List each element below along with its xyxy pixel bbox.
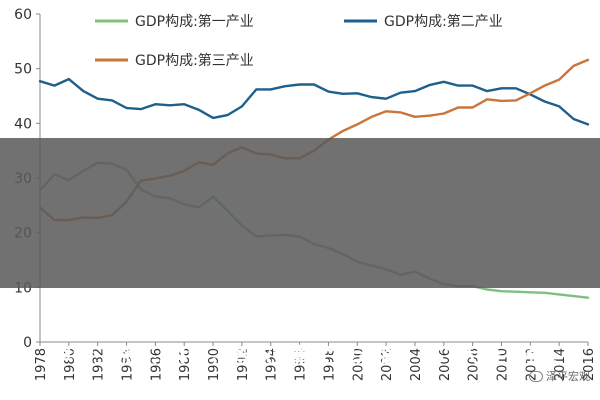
headline-overlay[interactable]: 杨方配资线上站 ETF最前线 | 平安人工智能ETF(5 )早盘上涨0.34%，…: [0, 138, 600, 400]
x-tick-label-2006: 2006: [438, 348, 453, 381]
y-tick-label-0: 0: [23, 335, 32, 351]
watermark-text: 泽平宏观: [546, 370, 590, 383]
headline-line-3[interactable]: 大唐上涨10.02%: [214, 379, 386, 400]
legend-label-3: GDP构成:第三产业: [135, 52, 254, 69]
x-tick-label-2004: 2004: [409, 348, 424, 381]
x-tick-label-1992: 1992: [236, 348, 251, 381]
headline-line-1[interactable]: 杨方配资线上站 ETF最前线 | 平安人工智能ETF(5: [62, 308, 538, 332]
x-tick-label-1980: 1980: [63, 348, 78, 381]
x-tick-label-2002: 2002: [380, 348, 395, 381]
x-tick-label-1988: 1988: [178, 348, 193, 381]
watermark: 泽平宏观: [529, 368, 590, 384]
x-tick-label-1984: 1984: [121, 348, 136, 381]
x-tick-label-1982: 1982: [92, 348, 107, 381]
x-tick-label-2010: 2010: [495, 348, 510, 381]
y-tick-label-40: 40: [14, 116, 32, 132]
y-tick-label-60: 60: [14, 7, 32, 23]
legend-label-2: GDP构成:第二产业: [384, 13, 503, 30]
x-tick-label-1978: 1978: [34, 348, 49, 381]
x-tick-label-1994: 1994: [265, 348, 280, 381]
x-tick-label-2008: 2008: [467, 348, 482, 381]
x-tick-label-1998: 1998: [322, 348, 337, 381]
x-tick-label-1990: 1990: [207, 348, 222, 381]
x-tick-label-2014: 2014: [553, 348, 568, 381]
series-line-2: [38, 77, 590, 126]
x-tick-label-1996: 1996: [294, 348, 309, 381]
x-tick-label-2016: 2016: [582, 348, 597, 381]
x-tick-label-2012: 2012: [524, 348, 539, 381]
y-tick-label-50: 50: [14, 62, 32, 78]
legend-label-1: GDP构成:第一产业: [135, 13, 254, 30]
headline-line-2[interactable]: )早盘上涨0.34%，智能穿戴主题走强，*ST大唐上涨1: [42, 344, 558, 368]
x-tick-label-1986: 1986: [149, 348, 164, 381]
wechat-icon: [529, 370, 543, 382]
x-tick-label-2000: 2000: [351, 348, 366, 381]
